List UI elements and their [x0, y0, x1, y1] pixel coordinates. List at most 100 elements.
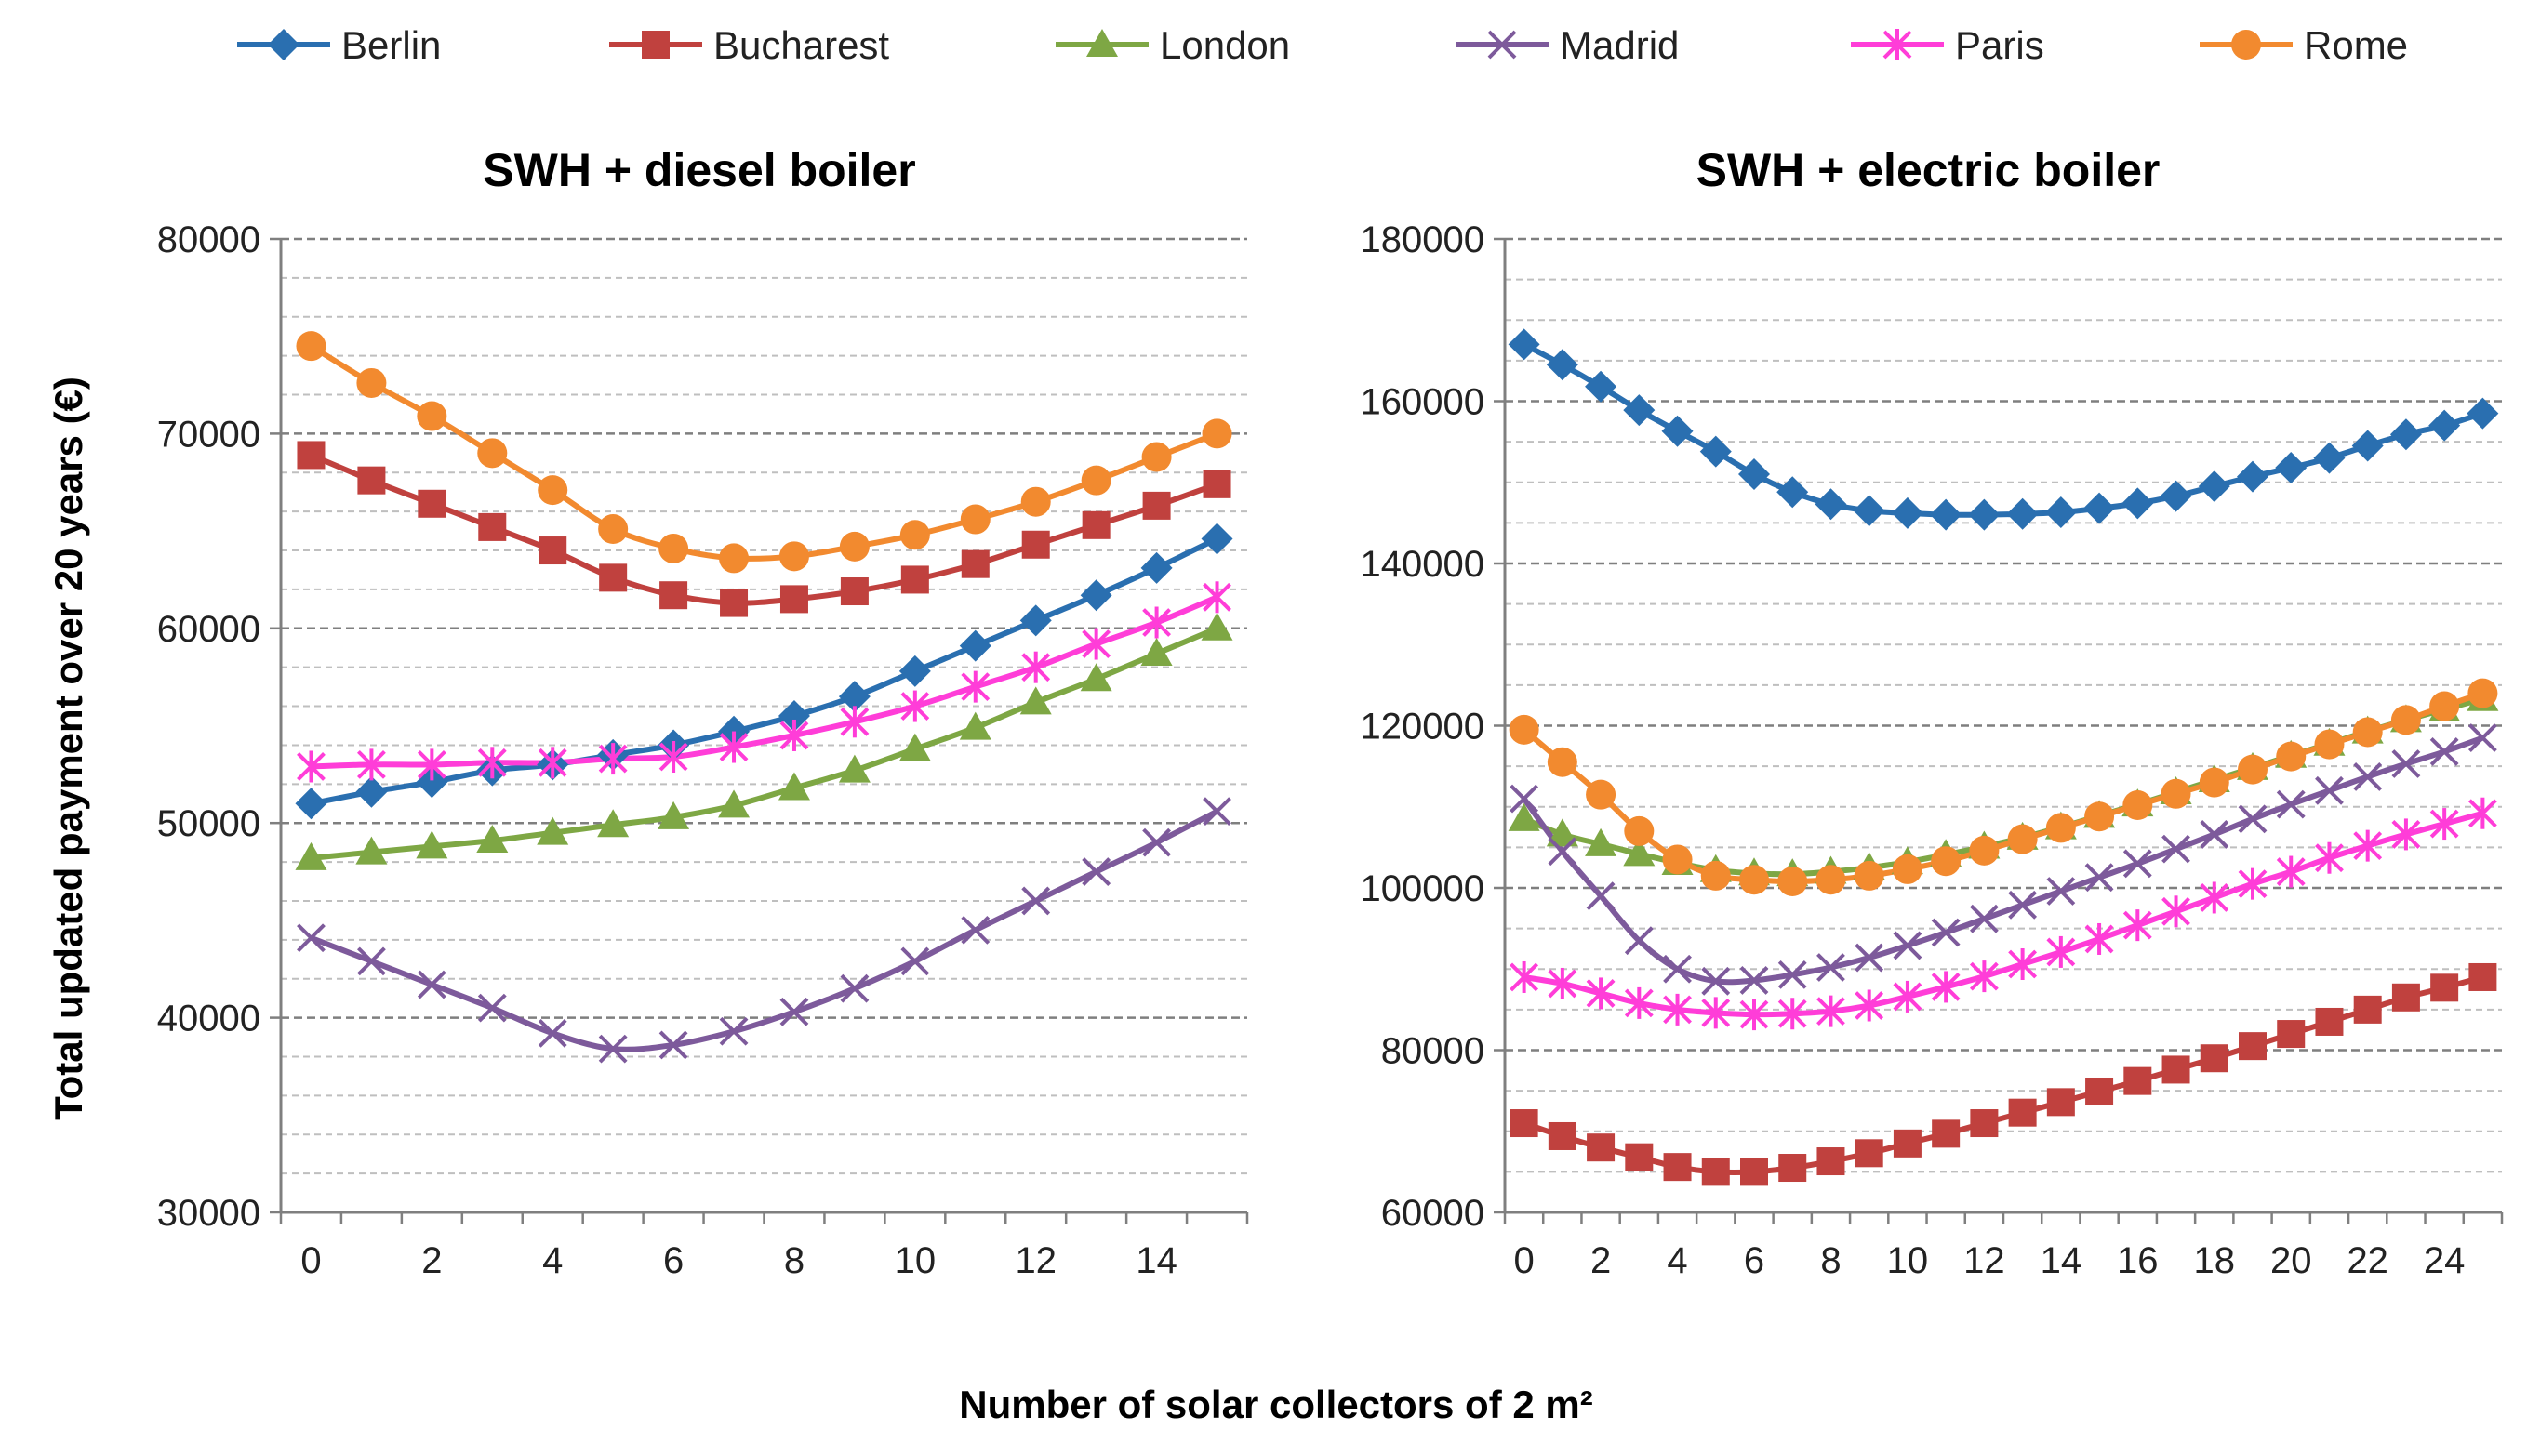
data-point	[1968, 498, 2001, 531]
data-point	[658, 533, 689, 563]
legend-label: Madrid	[1560, 23, 1679, 67]
data-point	[2200, 820, 2229, 849]
data-point	[840, 973, 870, 1003]
data-point	[1021, 651, 1051, 683]
data-point	[779, 719, 809, 751]
data-point	[2121, 487, 2154, 520]
data-point	[1663, 993, 1692, 1026]
data-point	[1969, 960, 1999, 993]
data-point	[297, 923, 326, 953]
data-point	[1624, 986, 1654, 1019]
data-point	[2351, 430, 2384, 462]
data-point	[2161, 1055, 2190, 1084]
data-point	[356, 748, 386, 781]
series-points-madrid	[1510, 723, 2497, 996]
data-point	[1548, 1121, 1576, 1150]
series-points-paris	[1510, 797, 2497, 1031]
series-line-paris	[311, 594, 1218, 770]
data-point	[838, 754, 871, 783]
data-point	[597, 809, 630, 838]
data-point	[2429, 691, 2460, 721]
x-tick-label: 8	[784, 1240, 805, 1281]
series-points-berlin	[1508, 328, 2499, 531]
data-point	[1661, 415, 1694, 447]
data-point	[1508, 802, 1540, 831]
data-point	[1816, 1147, 1845, 1176]
data-point	[2353, 829, 2383, 862]
data-point	[297, 441, 326, 470]
chart-title: SWH + electric boiler	[1696, 144, 2161, 196]
series-points-bucharest	[297, 441, 1231, 617]
data-point	[2084, 801, 2115, 832]
data-point	[296, 331, 326, 362]
data-point	[658, 741, 688, 774]
data-point	[2200, 881, 2229, 914]
data-point	[1854, 860, 1884, 891]
data-point	[1739, 999, 1769, 1031]
x-tick-label: 0	[300, 1240, 321, 1281]
y-tick-label: 50000	[157, 803, 260, 844]
data-point	[2429, 737, 2459, 766]
x-tick-label: 16	[2117, 1240, 2159, 1281]
legend-item: London	[1056, 23, 1290, 67]
data-point	[2161, 778, 2191, 809]
data-point	[2122, 909, 2152, 942]
data-point	[899, 520, 930, 550]
data-point	[1855, 989, 1884, 1022]
data-point	[900, 690, 930, 722]
legend-marker	[1882, 29, 1912, 60]
data-point	[2238, 804, 2268, 834]
data-point	[2044, 496, 2077, 529]
data-point	[1510, 1109, 1538, 1138]
x-tick-label: 0	[1513, 1240, 1534, 1281]
data-point	[1701, 1158, 1730, 1186]
data-point	[659, 581, 688, 610]
data-point	[2161, 834, 2190, 864]
data-point	[2083, 492, 2116, 524]
data-point	[356, 367, 387, 398]
data-point	[2008, 948, 2038, 981]
data-point	[2199, 767, 2229, 798]
y-tick-label: 120000	[1361, 707, 1484, 748]
data-point	[2122, 849, 2152, 879]
data-point	[1816, 995, 1845, 1027]
data-point	[2389, 418, 2422, 451]
legend-label: Bucharest	[713, 23, 889, 67]
data-point	[1019, 686, 1052, 715]
data-point	[1776, 476, 1809, 509]
data-point	[1893, 931, 1922, 960]
data-point	[1738, 458, 1770, 491]
x-tick-label: 18	[2194, 1240, 2236, 1281]
legend-item: Rome	[2200, 23, 2408, 67]
data-point	[1203, 581, 1231, 614]
data-point	[1201, 612, 1233, 641]
y-tick-label: 100000	[1361, 868, 1484, 909]
data-point	[2467, 723, 2497, 753]
data-point	[1142, 606, 1172, 639]
legend-marker	[642, 31, 670, 59]
data-point	[2315, 841, 2344, 874]
data-point	[1932, 1119, 1961, 1148]
legend-label: London	[1160, 23, 1290, 67]
data-point	[478, 512, 507, 541]
series-points-rome	[296, 331, 1232, 574]
data-point	[658, 1030, 688, 1060]
data-point	[718, 789, 751, 818]
y-tick-label: 80000	[1381, 1031, 1484, 1072]
data-point	[959, 711, 991, 740]
data-point	[719, 1016, 749, 1046]
data-point	[1140, 638, 1173, 667]
data-point	[598, 743, 628, 775]
data-point	[2276, 789, 2306, 819]
x-tick-label: 10	[895, 1240, 937, 1281]
data-point	[2467, 678, 2498, 708]
data-point	[537, 816, 569, 845]
data-point	[2428, 409, 2461, 442]
data-point	[2353, 995, 2382, 1024]
data-point	[2122, 790, 2153, 821]
data-point	[1585, 827, 1617, 856]
data-point	[1853, 495, 1885, 527]
data-point	[1547, 747, 1577, 777]
data-point	[1777, 960, 1807, 989]
x-tick-label: 2	[1590, 1240, 1611, 1281]
